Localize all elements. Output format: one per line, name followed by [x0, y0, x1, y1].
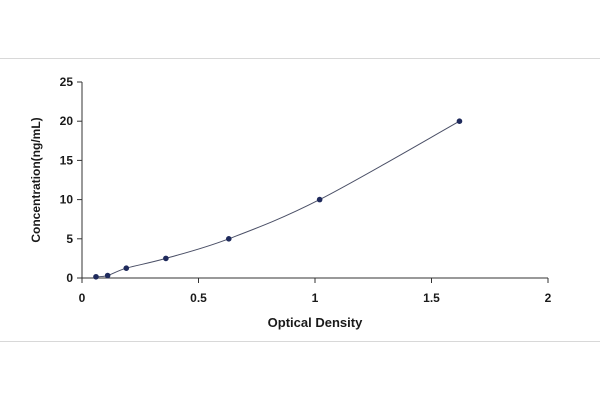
data-point [225, 236, 232, 242]
data-point [93, 273, 99, 280]
data-point [104, 272, 111, 279]
y-ticks: 0 5 10 15 20 25 [60, 75, 82, 285]
data-point [163, 255, 169, 262]
x-tick-label: 1.5 [423, 291, 440, 305]
x-tick-label: 1 [312, 291, 319, 305]
x-tick-label: 0.5 [190, 291, 207, 305]
y-tick-label: 10 [60, 193, 74, 207]
fit-curve [95, 120, 460, 278]
data-point [456, 118, 463, 124]
data-point [123, 265, 130, 272]
x-ticks: 0 0.5 1 1.5 2 [79, 278, 552, 305]
y-tick-label: 20 [60, 114, 74, 128]
x-tick-label: 2 [545, 291, 552, 305]
data-points [93, 118, 463, 280]
y-tick-label: 5 [66, 232, 73, 246]
data-point [316, 196, 323, 203]
y-tick-label: 0 [66, 271, 73, 285]
y-tick-label: 25 [60, 75, 74, 89]
chart-frame [0, 58, 600, 342]
x-tick-label: 0 [79, 291, 86, 305]
y-axis-label: Concentration(ng/mL) [29, 117, 43, 242]
y-tick-label: 15 [60, 153, 74, 167]
x-axis-label: Optical Density [268, 315, 363, 330]
